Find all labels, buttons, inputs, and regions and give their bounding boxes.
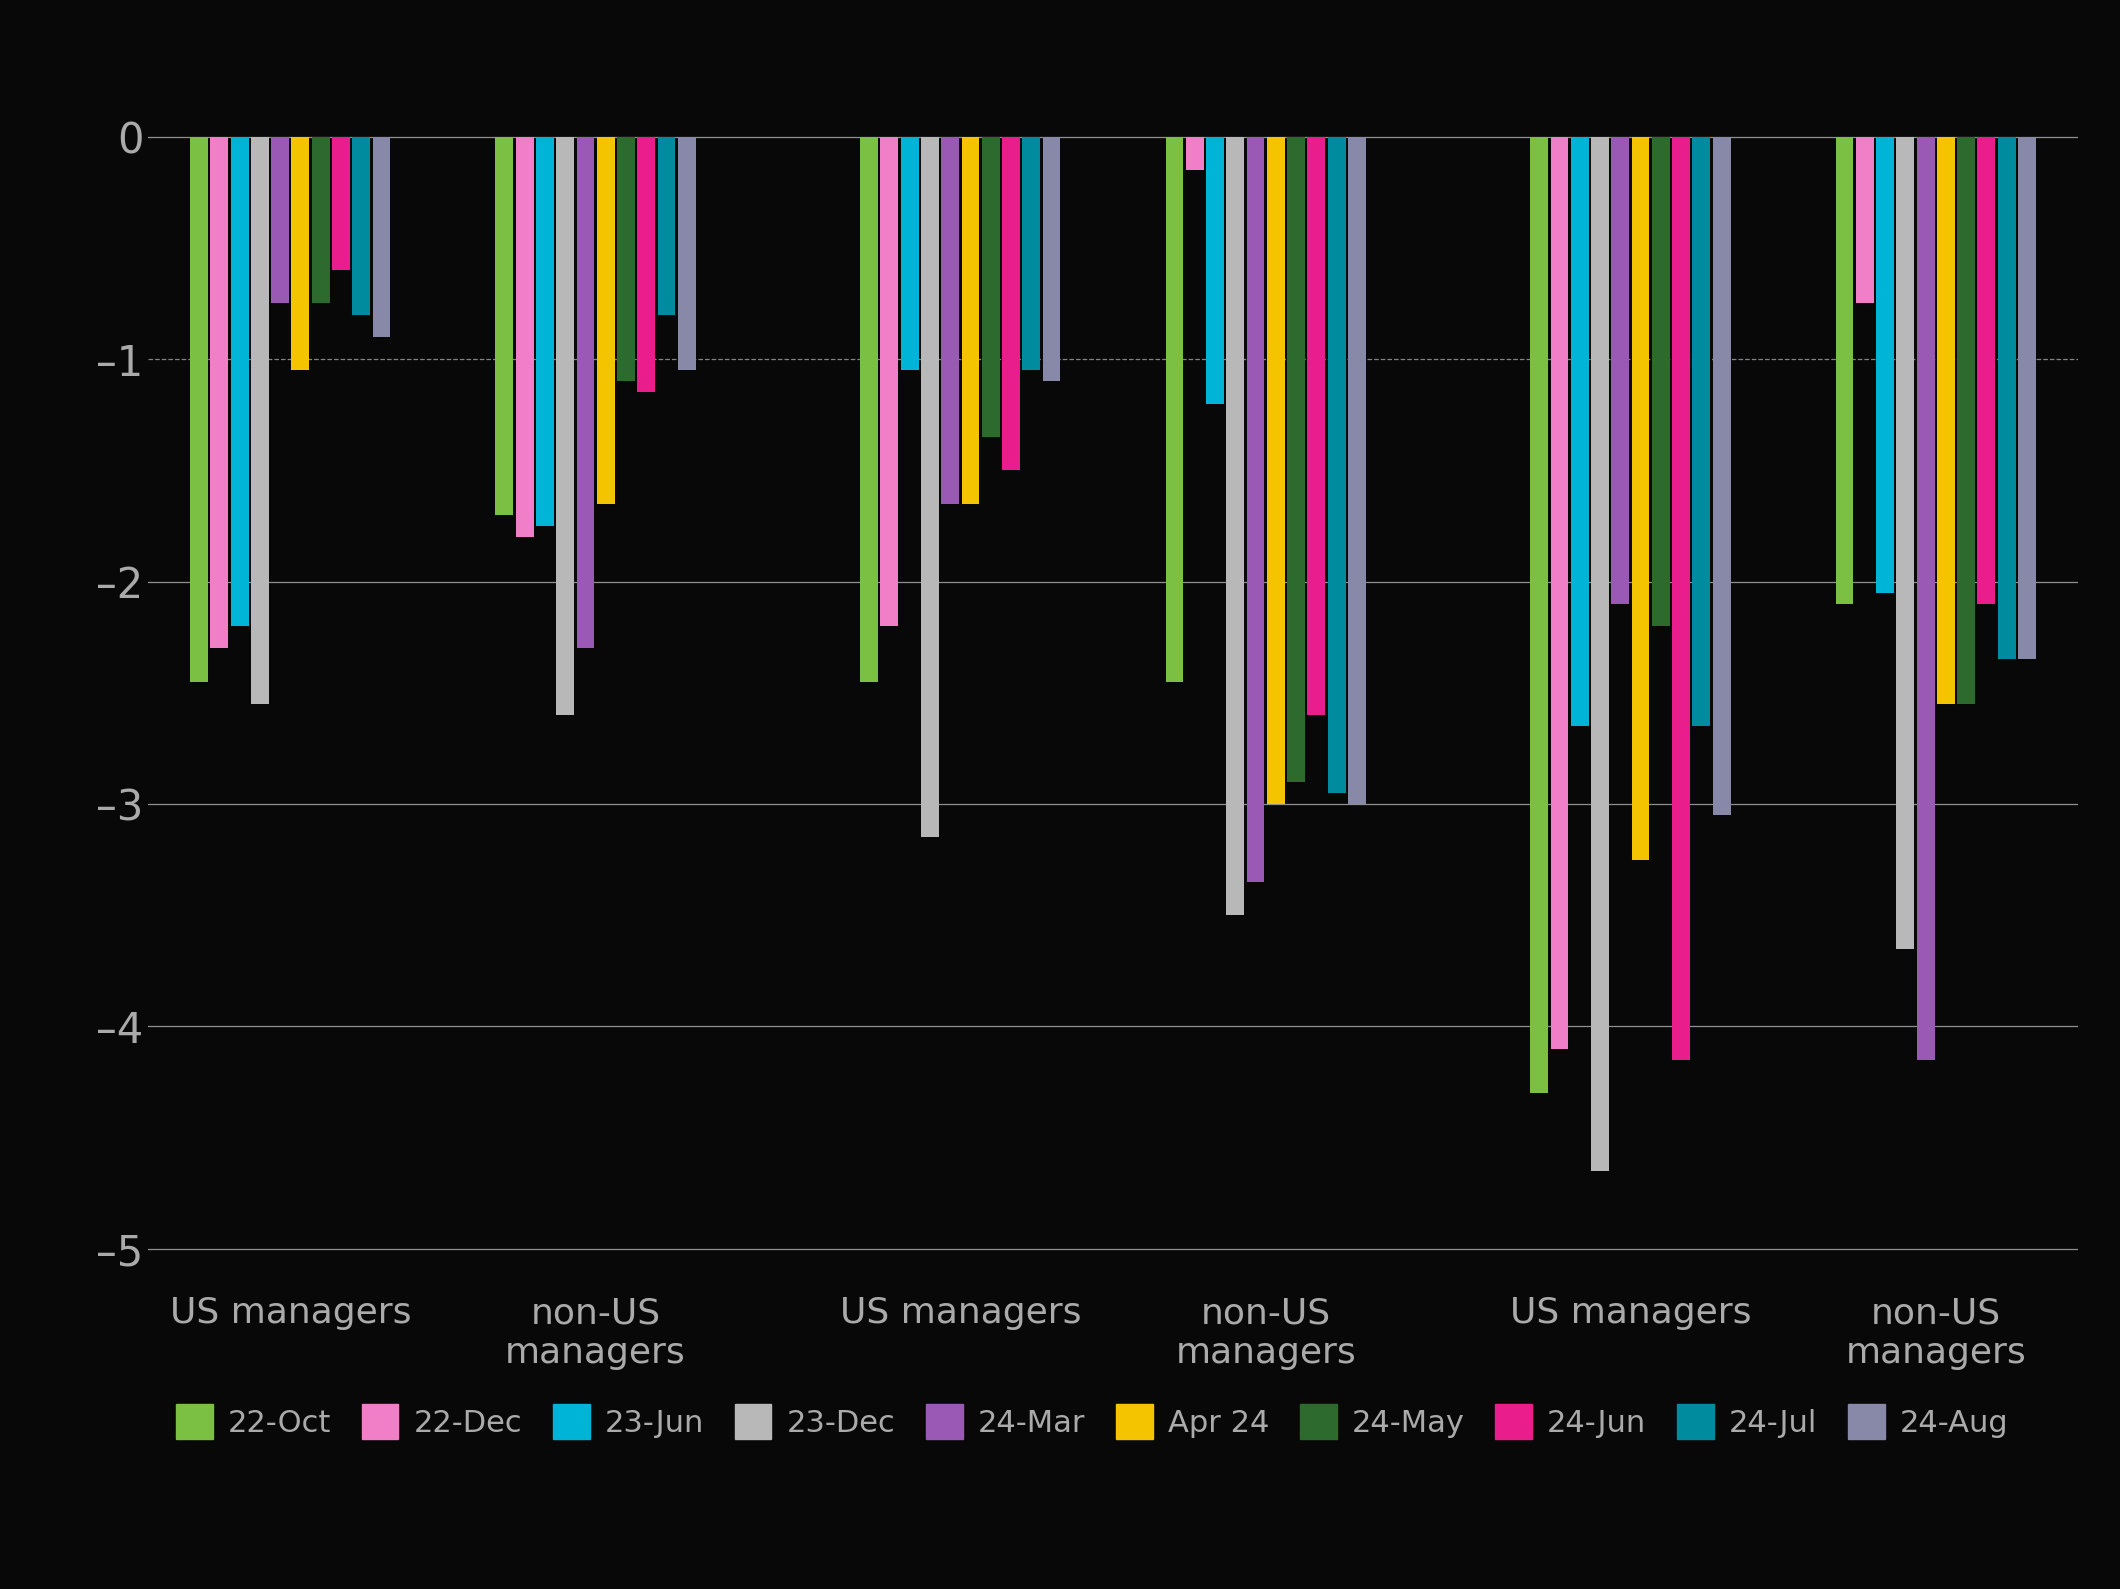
Bar	[1997, 137, 2016, 659]
Bar	[1855, 137, 1874, 303]
Bar	[861, 137, 878, 682]
Bar	[1206, 137, 1223, 404]
Bar	[373, 137, 390, 337]
Bar	[1185, 137, 1204, 170]
Bar	[290, 137, 310, 370]
Bar	[638, 137, 655, 392]
Bar	[1673, 137, 1690, 1060]
Bar	[1287, 137, 1306, 782]
Bar	[231, 137, 248, 626]
Bar	[678, 137, 695, 370]
Bar	[1327, 137, 1346, 793]
Bar	[191, 137, 208, 682]
Bar	[2018, 137, 2035, 659]
Legend: 22-Oct, 22-Dec, 23-Jun, 23-Dec, 24-Mar, Apr 24, 24-May, 24-Jun, 24-Jul, 24-Aug: 22-Oct, 22-Dec, 23-Jun, 23-Dec, 24-Mar, …	[163, 1392, 2020, 1452]
Bar	[962, 137, 979, 504]
Bar	[1550, 137, 1569, 1049]
Bar	[1692, 137, 1711, 726]
Bar	[1611, 137, 1628, 604]
Bar	[210, 137, 229, 648]
Bar	[1897, 137, 1914, 949]
Bar	[1348, 137, 1365, 804]
Bar	[1225, 137, 1244, 915]
Bar	[657, 137, 676, 315]
Bar	[880, 137, 899, 626]
Bar	[1043, 137, 1060, 381]
Bar	[598, 137, 615, 504]
Bar	[1531, 137, 1548, 1093]
Bar	[577, 137, 594, 648]
Bar	[1592, 137, 1609, 1171]
Bar	[617, 137, 634, 381]
Bar	[271, 137, 288, 303]
Bar	[901, 137, 918, 370]
Bar	[1651, 137, 1671, 626]
Bar	[1632, 137, 1649, 860]
Bar	[352, 137, 371, 315]
Bar	[536, 137, 553, 526]
Bar	[941, 137, 958, 504]
Bar	[1978, 137, 1995, 604]
Bar	[920, 137, 939, 837]
Bar	[1268, 137, 1285, 804]
Bar	[555, 137, 575, 715]
Bar	[250, 137, 269, 704]
Bar	[312, 137, 329, 303]
Bar	[1003, 137, 1020, 470]
Bar	[1876, 137, 1893, 593]
Bar	[982, 137, 1001, 437]
Bar	[1938, 137, 1955, 704]
Bar	[1713, 137, 1730, 815]
Bar	[1308, 137, 1325, 715]
Bar	[1836, 137, 1853, 604]
Bar	[496, 137, 513, 515]
Bar	[1166, 137, 1183, 682]
Bar	[1957, 137, 1976, 704]
Bar	[1571, 137, 1588, 726]
Bar	[1247, 137, 1264, 882]
Bar	[1916, 137, 1936, 1060]
Bar	[515, 137, 534, 537]
Bar	[333, 137, 350, 270]
Bar	[1022, 137, 1041, 370]
